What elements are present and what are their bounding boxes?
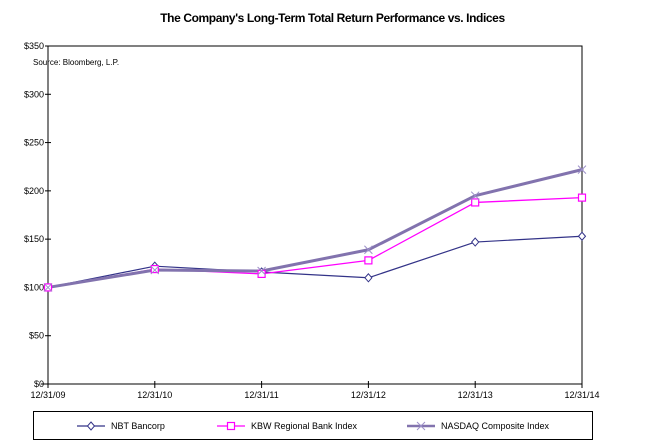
legend-label-nbt-bancorp: NBT Bancorp — [111, 420, 165, 431]
series-line-nbt-bancorp — [47, 235, 583, 289]
y-axis-label: $250 — [24, 138, 44, 148]
diamond-marker-icon — [86, 420, 96, 431]
legend-item-nbt-bancorp: NBT Bancorp — [76, 412, 165, 439]
x-marker-icon — [43, 283, 53, 292]
square-marker-icon — [150, 264, 159, 274]
square-marker-icon — [226, 421, 236, 430]
x-axis-label: 12/31/13 — [458, 390, 493, 400]
x-marker-icon — [470, 191, 480, 201]
source-note: Source: Bloomberg, L.P. — [33, 58, 119, 67]
kbw-index-line-sample-icon — [217, 421, 245, 430]
x-marker-icon — [257, 266, 266, 276]
y-axis-label: $0 — [34, 379, 44, 389]
diamond-marker-icon — [364, 273, 373, 283]
x-axis-label: 12/31/11 — [244, 390, 278, 400]
nasdaq-index-line-sample-icon — [407, 421, 435, 430]
x-axis-label: 12/31/10 — [137, 390, 172, 400]
square-marker-icon — [577, 193, 587, 202]
y-axis-label: $200 — [24, 186, 44, 196]
diamond-marker-icon — [471, 237, 480, 247]
legend-label-nasdaq-composite-index: NASDAQ Composite Index — [441, 420, 550, 431]
y-axis-label: $300 — [24, 89, 44, 99]
y-axis-label: $150 — [24, 234, 44, 244]
square-marker-icon — [471, 198, 480, 207]
legend: NBT Bancorp KBW Regional Bank Index NASD… — [33, 411, 593, 440]
y-axis-label: $350 — [24, 41, 44, 51]
x-marker-icon — [364, 245, 373, 255]
legend-item-kbw-regional-bank-index: KBW Regional Bank Index — [216, 412, 357, 439]
legend-label-kbw-regional-bank-index: KBW Regional Bank Index — [251, 420, 358, 431]
x-marker-icon — [416, 421, 426, 430]
chart-title: The Company's Long-Term Total Return Per… — [160, 11, 505, 25]
x-axis-label: 12/31/14 — [564, 390, 599, 400]
series-line-nasdaq-composite-index — [46, 168, 584, 289]
x-marker-icon — [150, 265, 160, 275]
square-marker-icon — [364, 256, 373, 265]
diamond-marker-icon — [577, 231, 587, 242]
legend-item-nasdaq-composite-index: NASDAQ Composite Index — [406, 412, 549, 439]
y-axis-label: $100 — [24, 282, 44, 292]
nbt-bancorp-line-sample-icon — [77, 420, 105, 431]
x-marker-icon — [577, 165, 587, 174]
x-axis-label: 12/31/09 — [30, 390, 65, 400]
y-axis-label: $50 — [29, 331, 44, 341]
plot-border — [48, 45, 583, 384]
x-axis-label: 12/31/12 — [351, 390, 386, 400]
